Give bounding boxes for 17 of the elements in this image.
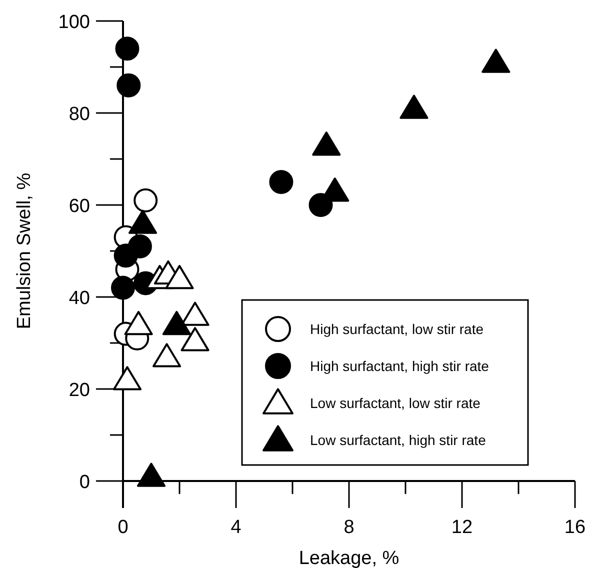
y-tick-label: 100 bbox=[58, 12, 90, 33]
legend-label: Low surfactant, high stir rate bbox=[310, 432, 486, 448]
x-tick-label: 12 bbox=[451, 517, 473, 538]
y-tick-label: 0 bbox=[79, 472, 90, 493]
y-tick-label: 20 bbox=[68, 380, 90, 401]
x-axis-title: Leakage, % bbox=[298, 548, 400, 568]
y-tick-label: 40 bbox=[68, 288, 90, 309]
y-tick-label: 80 bbox=[68, 104, 90, 125]
x-tick-label: 16 bbox=[564, 517, 586, 538]
legend-label: High surfactant, high stir rate bbox=[310, 358, 490, 374]
y-tick-label: 60 bbox=[68, 196, 90, 217]
x-tick-label: 8 bbox=[344, 517, 354, 538]
x-tick-label: 0 bbox=[118, 517, 128, 538]
x-tick-label: 4 bbox=[230, 517, 242, 538]
legend-label: Low surfactant, low stir rate bbox=[310, 395, 481, 411]
y-axis-title: Emulsion Swell, % bbox=[14, 172, 35, 330]
legend-label: High surfactant, low stir rate bbox=[310, 321, 484, 337]
